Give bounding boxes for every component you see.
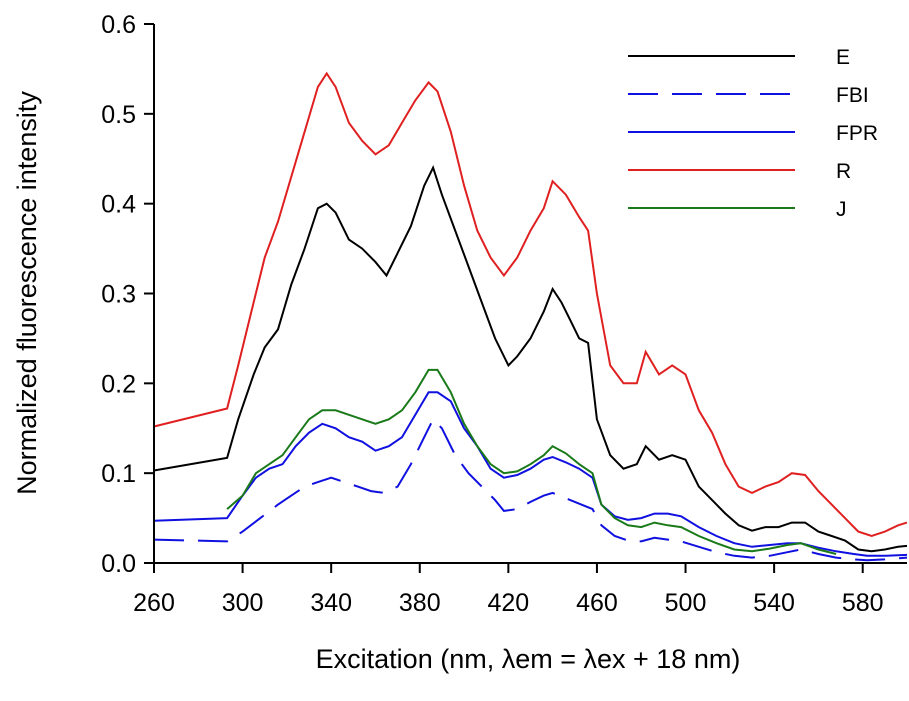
legend: E FBI FPR RJ [628, 46, 878, 221]
plot-area [153, 71, 908, 562]
series-line-fpr [153, 391, 908, 557]
y-tick-label: 0.3 [101, 281, 136, 309]
legend-label-fbi: FBI [836, 84, 869, 107]
x-tick-label: 500 [665, 589, 707, 617]
y-tick-label: 0.2 [101, 370, 136, 398]
x-tick-label: 300 [222, 589, 264, 617]
legend-label-r: R [836, 160, 851, 183]
y-axis-title: Normalized fluorescence intensity [12, 91, 42, 495]
legend-label-j: J [836, 198, 847, 221]
y-tick-label: 0.5 [101, 101, 136, 129]
y-tick-label: 0.1 [101, 460, 136, 488]
x-tick-label: 540 [753, 589, 795, 617]
x-tick-label: 340 [310, 589, 352, 617]
legend-label-fpr: FPR [836, 122, 878, 145]
series-line-j [226, 368, 837, 555]
y-tick-label: 0.6 [101, 11, 136, 39]
y-tick-label: 0.4 [101, 191, 136, 219]
y-tick-label: 0.0 [101, 550, 136, 578]
x-tick-label: 580 [842, 589, 884, 617]
legend-label-e: E [836, 46, 850, 69]
series-line-e [153, 165, 908, 553]
series-line-fbi [153, 417, 908, 562]
x-tick-label: 460 [576, 589, 618, 617]
x-tick-label: 260 [133, 589, 175, 617]
axes: 260 300 340 380 420 460 500 540 580 0.0 0.1 0.2 0.3 0… [101, 11, 907, 617]
x-tick-label: 380 [399, 589, 441, 617]
x-tick-label: 420 [487, 589, 529, 617]
x-axis-title: Excitation (nm, λem = λex + 18 nm) [316, 644, 741, 674]
series-line-r [153, 71, 908, 538]
